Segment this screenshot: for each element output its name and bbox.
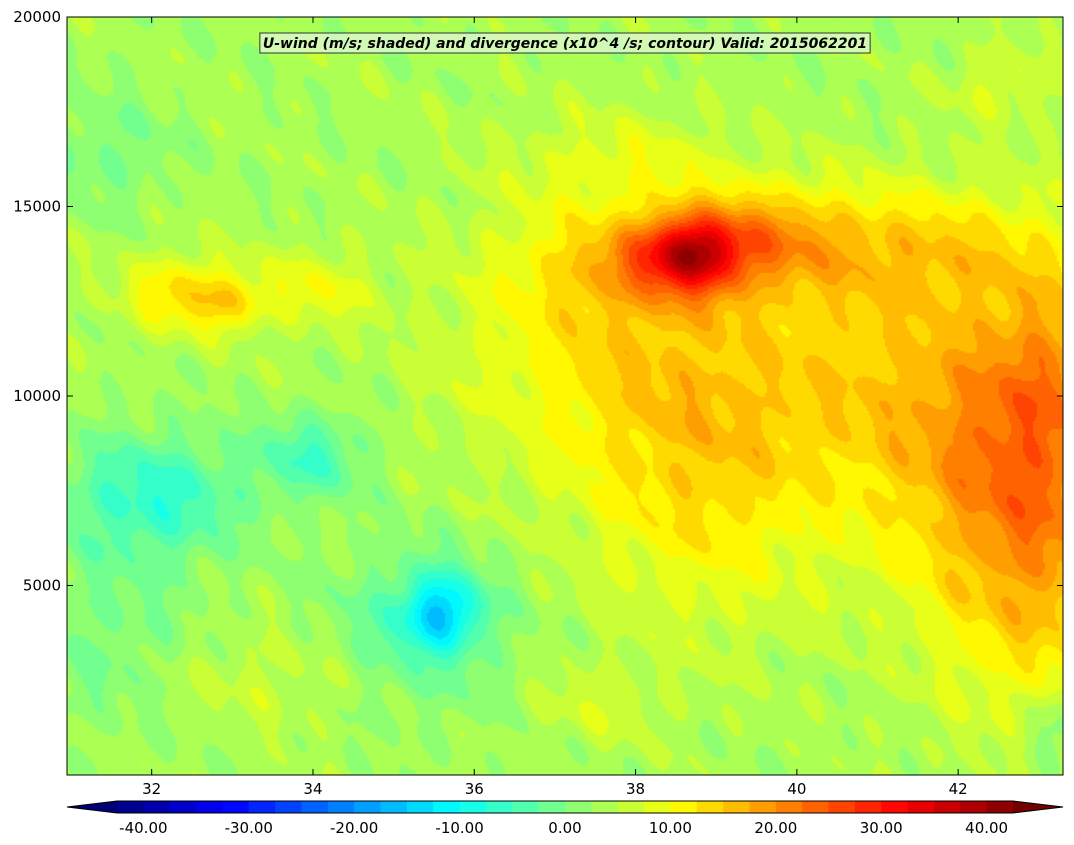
- colorbar-segment: [644, 801, 671, 813]
- title-background: [259, 32, 871, 54]
- colorbar-segment: [327, 801, 355, 813]
- colorbar-segment: [802, 801, 830, 813]
- colorbar: -40.00 -30.00 -20.00 -10.00 0.00 10.00 20.00 30…: [66, 800, 1064, 837]
- colorbar-segment: [670, 801, 698, 813]
- colorbar-segment: [565, 801, 592, 813]
- x-tick-label: 32: [142, 780, 161, 798]
- colorbar-tick-label: -20.00: [330, 819, 378, 837]
- x-axis: 32 34 36 38 40 42: [142, 17, 968, 798]
- colorbar-segment: [169, 801, 197, 813]
- colorbar-segment: [354, 801, 382, 813]
- colorbar-tick-label: 0.00: [548, 819, 581, 837]
- colorbar-tick-label: -30.00: [225, 819, 273, 837]
- colorbar-segment: [723, 801, 750, 813]
- colorbar-segment: [248, 801, 276, 813]
- colorbar-segment: [406, 801, 434, 813]
- colorbar-segment: [960, 801, 988, 813]
- colorbar-tick-label: 30.00: [860, 819, 903, 837]
- colorbar-segments: [67, 801, 1063, 813]
- colorbar-segment: [986, 801, 1014, 813]
- x-tick-label: 34: [303, 780, 322, 798]
- colorbar-segment: [828, 801, 856, 813]
- x-tick-label: 36: [465, 780, 484, 798]
- x-tick-label: 40: [787, 780, 806, 798]
- colorbar-ticks: -40.00 -30.00 -20.00 -10.00 0.00 10.00 20.00 30…: [119, 819, 1008, 837]
- colorbar-segment: [749, 801, 777, 813]
- y-axis: 5000 10000 15000 20000: [13, 8, 1063, 595]
- colorbar-tick-label: -40.00: [119, 819, 167, 837]
- colorbar-segment: [854, 801, 882, 813]
- colorbar-segment: [617, 801, 645, 813]
- colorbar-segment: [117, 801, 144, 813]
- y-tick-label: 5000: [23, 577, 61, 595]
- colorbar-segment: [933, 801, 961, 813]
- chart-title: U-wind (m/s; shaded) and divergence (x10…: [263, 36, 867, 52]
- x-tick-label: 38: [626, 780, 645, 798]
- colorbar-segment: [143, 801, 171, 813]
- y-tick-label: 10000: [13, 387, 61, 405]
- colorbar-tick-label: 10.00: [649, 819, 692, 837]
- colorbar-tick-label: 20.00: [754, 819, 797, 837]
- plot-area: [66, 16, 1064, 776]
- chart-title-box: U-wind (m/s; shaded) and divergence (x10…: [259, 32, 871, 54]
- colorbar-segment: [512, 801, 540, 813]
- colorbar-tick-label: 40.00: [965, 819, 1008, 837]
- wind-field-shading: [67, 17, 1063, 775]
- colorbar-extend-low: [67, 801, 117, 813]
- colorbar-segment: [380, 801, 408, 813]
- colorbar-segment: [433, 801, 461, 813]
- colorbar-outline: [66, 800, 1064, 814]
- colorbar-segment: [775, 801, 803, 813]
- x-tick-label: 42: [949, 780, 968, 798]
- colorbar-segment: [538, 801, 566, 813]
- colorbar-segment: [301, 801, 329, 813]
- colorbar-segment: [196, 801, 223, 813]
- colorbar-extend-high: [1013, 801, 1063, 813]
- y-tick-label: 20000: [13, 8, 61, 26]
- colorbar-segment: [591, 801, 619, 813]
- colorbar-segment: [222, 801, 250, 813]
- colorbar-segment: [907, 801, 935, 813]
- colorbar-segment: [696, 801, 724, 813]
- colorbar-segment: [275, 801, 302, 813]
- colorbar-tick-label: -10.00: [435, 819, 483, 837]
- colorbar-segment: [881, 801, 909, 813]
- colorbar-segment: [485, 801, 513, 813]
- y-tick-label: 15000: [13, 198, 61, 216]
- colorbar-segment: [459, 801, 487, 813]
